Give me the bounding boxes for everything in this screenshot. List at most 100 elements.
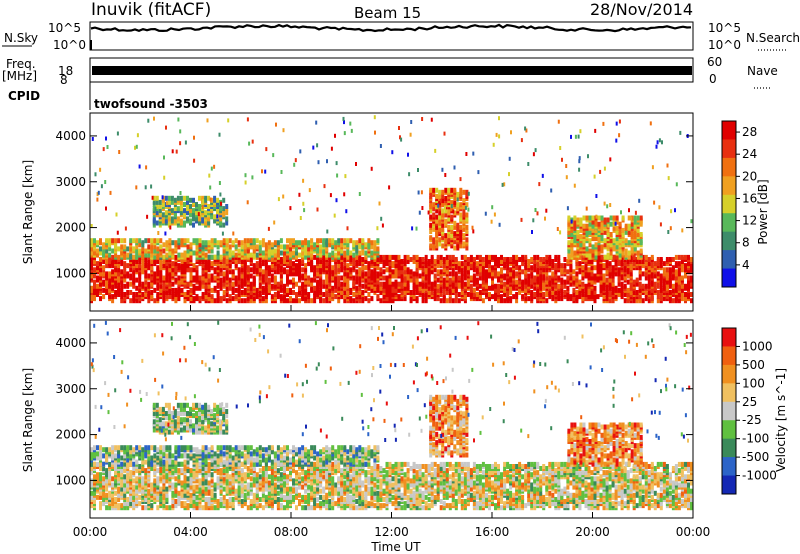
- echo-cell: [298, 192, 301, 197]
- echo-cell: [192, 263, 196, 269]
- echo-cell: [313, 254, 317, 260]
- colorbar-segment: [722, 176, 736, 196]
- echo-cell: [216, 250, 220, 256]
- echo-cell: [590, 275, 594, 281]
- echo-cell: [168, 505, 172, 511]
- echo-cell: [210, 478, 214, 484]
- echo-cell: [234, 244, 238, 250]
- echo-cell: [641, 263, 645, 269]
- echo-cell: [454, 271, 458, 277]
- echo-cell: [600, 225, 604, 231]
- echo-cell: [174, 277, 178, 283]
- echo-cell: [575, 271, 579, 277]
- echo-cell: [567, 252, 571, 258]
- echo-cell: [628, 208, 630, 213]
- echo-cell: [204, 290, 208, 295]
- echo-cell: [612, 215, 616, 221]
- echo-cell: [207, 273, 211, 279]
- echo-cell: [343, 120, 345, 125]
- echo-cell: [237, 275, 241, 281]
- echo-cell: [153, 486, 157, 492]
- echo-cell: [435, 218, 439, 224]
- echo-cell: [450, 206, 454, 212]
- echo-cell: [607, 223, 610, 228]
- echo-cell: [636, 254, 640, 260]
- echo-cell: [150, 466, 154, 471]
- echo-cell: [462, 204, 466, 210]
- echo-cell: [429, 229, 433, 234]
- echo-cell: [120, 244, 124, 250]
- echo-cell: [630, 229, 634, 235]
- echo-cell: [429, 243, 433, 249]
- echo-cell: [632, 254, 636, 260]
- echo-cell: [508, 172, 510, 177]
- echo-cell: [207, 484, 211, 490]
- echo-cell: [611, 277, 615, 283]
- echo-cell: [165, 277, 169, 283]
- echo-cell: [201, 505, 205, 511]
- echo-cell: [276, 292, 280, 297]
- echo-cell: [659, 281, 663, 287]
- echo-cell: [165, 464, 169, 469]
- echo-cell: [361, 238, 365, 244]
- echo-cell: [177, 285, 181, 291]
- echo-cell: [429, 193, 433, 199]
- echo-cell: [590, 271, 594, 277]
- echo-cell: [337, 267, 341, 273]
- echo-cell: [498, 222, 501, 227]
- echo-cell: [506, 265, 510, 271]
- echo-cell: [174, 254, 178, 260]
- echo-cell: [394, 271, 398, 277]
- echo-cell: [453, 224, 457, 230]
- echo-cell: [623, 283, 627, 289]
- echo-cell: [192, 494, 196, 500]
- echo-cell: [500, 298, 503, 304]
- echo-cell: [237, 267, 241, 273]
- echo-cell: [665, 267, 669, 273]
- echo-cell: [208, 173, 211, 178]
- echo-cell: [649, 121, 652, 126]
- echo-cell: [120, 503, 124, 509]
- echo-cell: [213, 285, 217, 291]
- echo-cell: [325, 273, 329, 279]
- echo-cell: [608, 298, 612, 304]
- echo-cell: [530, 265, 534, 271]
- echo-cell: [539, 257, 543, 262]
- echo-cell: [578, 254, 582, 260]
- echo-cell: [605, 285, 609, 291]
- echo-cell: [464, 205, 467, 210]
- echo-cell: [183, 501, 187, 507]
- echo-cell: [90, 466, 93, 471]
- echo-cell: [435, 243, 439, 249]
- echo-cell: [93, 486, 96, 492]
- echo-cell: [581, 287, 585, 293]
- echo-cell: [503, 281, 507, 287]
- echo-cell: [105, 482, 109, 488]
- echo-cell: [447, 233, 451, 239]
- echo-cell: [376, 238, 380, 244]
- echo-cell: [310, 277, 314, 283]
- echo-cell: [527, 277, 531, 283]
- echo-cell: [90, 285, 93, 291]
- echo-cell: [177, 497, 181, 502]
- echo-cell: [207, 490, 211, 496]
- echo-cell: [328, 265, 332, 271]
- echo-cell: [585, 206, 588, 211]
- echo-cell: [593, 285, 597, 291]
- echo-cell: [249, 298, 253, 304]
- echo-cell: [352, 298, 356, 304]
- echo-cell: [536, 275, 540, 281]
- echo-cell: [180, 265, 184, 271]
- echo-cell: [636, 232, 640, 237]
- echo-cell: [448, 271, 452, 277]
- echo-cell: [307, 240, 311, 246]
- echo-cell: [177, 238, 181, 244]
- echo-cell: [90, 259, 93, 264]
- echo-cell: [570, 134, 572, 139]
- echo-cell: [162, 296, 166, 302]
- echo-cell: [111, 298, 115, 304]
- echo-cell: [582, 215, 586, 221]
- y-tick-label: 3000: [55, 175, 86, 189]
- echo-cell: [430, 290, 434, 295]
- echo-cell: [261, 296, 265, 302]
